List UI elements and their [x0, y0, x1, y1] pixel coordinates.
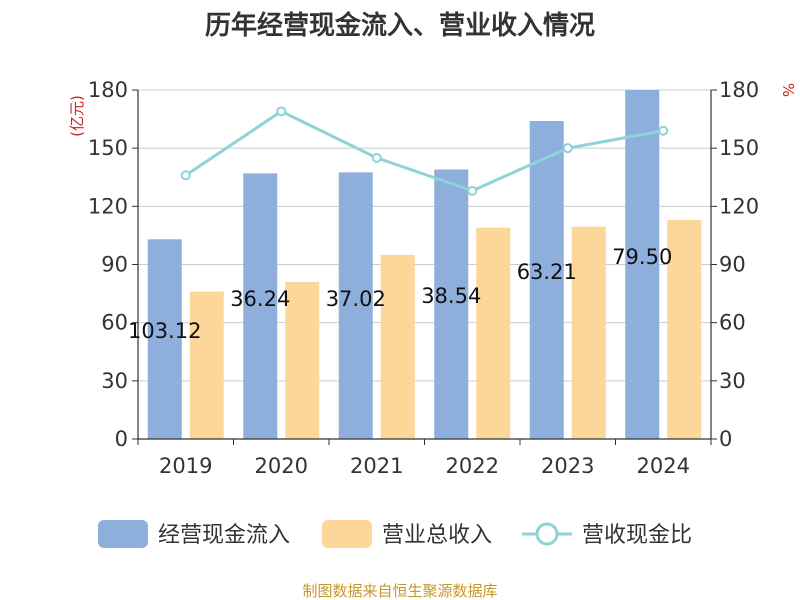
left-tick-label: 180	[88, 78, 128, 102]
bar-revenue	[667, 219, 702, 439]
left-axis-unit: (亿元)	[68, 95, 86, 137]
data-label: 36.24	[230, 287, 290, 311]
category-label: 2022	[446, 454, 499, 478]
ratio-line-path	[184, 109, 664, 193]
left-tick-label: 90	[101, 253, 128, 277]
bar-cash-inflow	[243, 173, 278, 439]
bars	[147, 90, 702, 440]
bar-revenue	[571, 226, 606, 439]
category-label: 2021	[350, 454, 403, 478]
data-label: 79.50	[612, 245, 672, 269]
data-label: 63.21	[517, 260, 577, 284]
legend-marker	[535, 522, 559, 546]
left-tick-label: 60	[101, 311, 128, 335]
bar-cash-inflow	[434, 169, 469, 439]
ratio-line	[180, 106, 669, 196]
legend-swatch	[322, 520, 372, 548]
bar-revenue	[476, 227, 511, 439]
data-label: 37.02	[326, 287, 386, 311]
bar-cash-inflow	[147, 239, 182, 439]
bar-cash-inflow	[529, 121, 564, 440]
ratio-point	[467, 185, 478, 196]
left-tick-label: 150	[88, 136, 128, 160]
legend-swatch	[98, 520, 148, 548]
right-axis-unit: %	[779, 83, 797, 97]
right-tick-label: 180	[719, 78, 759, 102]
right-tick-label: 60	[719, 311, 746, 335]
legend-label: 经营现金流入	[158, 523, 290, 548]
left-tick-label: 120	[88, 194, 128, 218]
bar-cash-inflow	[625, 90, 660, 439]
source-note: 制图数据来自恒生聚源数据库	[302, 582, 497, 600]
ratio-point	[371, 152, 382, 163]
ratio-point	[658, 125, 669, 136]
legend-label: 营收现金比	[582, 523, 692, 548]
legend-label: 营业总收入	[382, 523, 492, 548]
category-label: 2024	[637, 454, 690, 478]
ratio-point	[180, 170, 191, 181]
category-label: 2020	[255, 454, 308, 478]
ratio-point	[562, 143, 573, 154]
bar-cash-inflow	[338, 172, 373, 439]
category-label: 2019	[159, 454, 212, 478]
right-tick-label: 30	[719, 369, 746, 393]
bar-revenue	[380, 254, 415, 439]
data-label: 38.54	[421, 284, 481, 308]
data-labels: 103.12 36.24 37.02 38.54 63.21 79.50	[128, 245, 672, 343]
axes: 0 30 60 90 120 150 180 0 30 60 90 120 150 180 2019 2020…	[88, 78, 759, 478]
left-tick-label: 0	[115, 427, 128, 451]
right-tick-label: 120	[719, 194, 759, 218]
data-label: 103.12	[128, 319, 201, 343]
chart-title: 历年经营现金流入、营业收入情况	[205, 10, 595, 41]
grid-lines	[138, 89, 711, 382]
right-tick-label: 150	[719, 136, 759, 160]
bar-revenue	[285, 281, 320, 439]
category-label: 2023	[541, 454, 594, 478]
right-tick-label: 90	[719, 253, 746, 277]
legend: 经营现金流入 营业总收入 营收现金比	[98, 520, 692, 548]
right-tick-label: 0	[719, 427, 732, 451]
bar-revenue	[189, 291, 224, 439]
ratio-point	[276, 106, 287, 117]
left-tick-label: 30	[101, 369, 128, 393]
